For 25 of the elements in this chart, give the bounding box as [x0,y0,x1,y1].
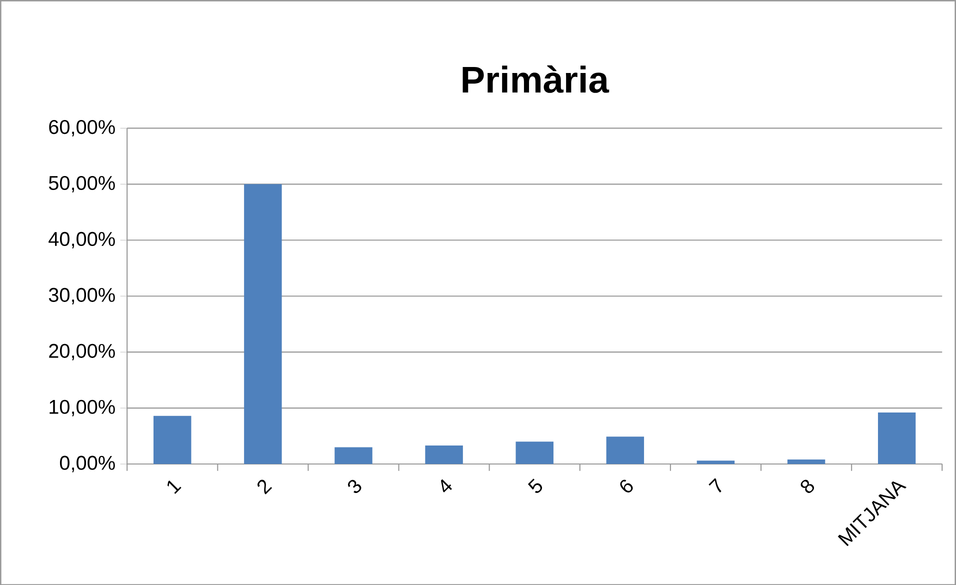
bar [606,436,644,464]
x-tick-label: 1 [167,480,182,494]
y-tick-label: 20,00% [49,344,115,360]
x-tick-label: 7 [708,478,722,492]
x-tick-label: 8 [800,480,814,493]
x-tick-label: 5 [528,478,542,493]
bar [425,445,463,464]
y-tick-label: 30,00% [48,288,115,304]
bar [334,447,372,464]
y-tick-label: 0,00% [60,456,115,472]
x-tick-label: 2 [258,480,272,494]
bar [244,184,282,464]
y-tick-label: 40,00% [48,232,115,248]
bar [516,441,554,464]
bar [787,459,826,464]
chart-title: Primària [462,65,610,93]
x-tick-label: 3 [348,480,362,493]
y-tick-label: 60,00% [49,120,115,136]
y-tick-label: 50,00% [48,176,115,192]
x-tick-label: 4 [440,479,452,492]
bar [878,412,916,464]
y-tick-label: 10,00% [50,400,115,416]
bar [153,416,192,464]
x-tick-label: 6 [620,480,633,492]
bar [696,460,735,464]
